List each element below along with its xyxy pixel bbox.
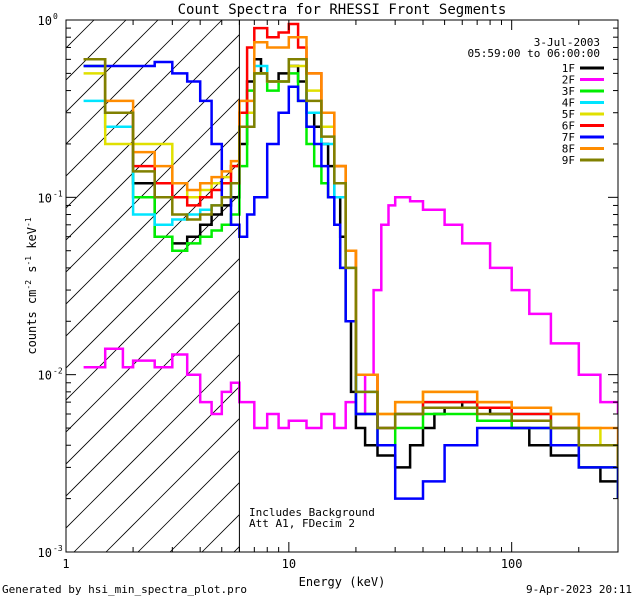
legend-label-5F: 5F [562,108,575,121]
legend-label-1F: 1F [562,62,575,75]
hatch-line [66,20,191,145]
hatch-line [66,130,240,305]
hatch-line [233,546,240,552]
generated-by-text: Generated by hsi_min_spectra_plot.pro [2,583,248,596]
legend-label-7F: 7F [562,131,575,144]
hatch-line [66,20,95,49]
x-tick-label: 1 [62,557,69,571]
y-tick-label: 10 [38,14,52,28]
hatch-line [66,354,240,529]
hatch-line [66,162,240,337]
series-line-3F [83,64,618,499]
hatch-line [66,258,240,433]
series-layer [83,22,618,500]
series-line-8F [83,35,618,468]
hatch-line [298,20,640,552]
timestamp-text: 9-Apr-2023 20:11 [526,583,632,596]
hatch-line [66,34,240,209]
y-tick-exponent: -2 [53,367,63,376]
legend-label-8F: 8F [562,143,575,156]
hatch-line [137,450,240,552]
hatch-line [66,66,240,241]
y-tick-exponent: 0 [53,12,58,21]
hatch-line [458,20,640,552]
legend-label-4F: 4F [562,97,575,110]
legend-label-6F: 6F [562,120,575,133]
hatch-line [330,20,640,552]
series-line-2F [83,196,618,430]
y-tick-exponent: -3 [53,544,63,553]
series-line-9F [83,58,618,468]
note-background: Includes Background [249,506,375,519]
x-tick-label: 10 [282,557,296,571]
annotation-time: 05:59:00 to 06:00:00 [468,47,600,60]
hatch-line [66,290,240,465]
legend-label-3F: 3F [562,85,575,98]
series-line-4F [83,58,618,468]
annotation-date: 3-Jul-2003 [534,36,600,49]
y-tick-label: 10 [38,546,52,560]
legend-label-9F: 9F [562,154,575,167]
hatch-line [73,386,240,552]
hatch-line [362,20,640,552]
x-tick-label: 100 [501,557,523,571]
chart-title: Count Spectra for RHESSI Front Segments [178,2,507,18]
hatch-line [66,194,240,369]
hatch-line [66,322,240,497]
hatch-line [394,20,640,552]
hatch-line [66,98,240,273]
series-line-1F [83,58,618,499]
x-axis-label: Energy (keV) [299,575,386,589]
hatch-line [66,20,159,113]
y-tick-exponent: -1 [53,189,63,198]
y-tick-label: 10 [38,369,52,383]
hatch-line [105,418,240,552]
plot-frame [65,19,619,553]
hatch-line [66,226,240,401]
y-tick-label: 10 [38,191,52,205]
hatch-line [426,20,640,552]
y-axis-label: counts cm-2 s-1 keV-1 [24,217,39,354]
note-attenuator: Att A1, FDecim 2 [249,517,355,530]
series-line-7F [83,60,618,500]
legend-label-2F: 2F [562,74,575,87]
